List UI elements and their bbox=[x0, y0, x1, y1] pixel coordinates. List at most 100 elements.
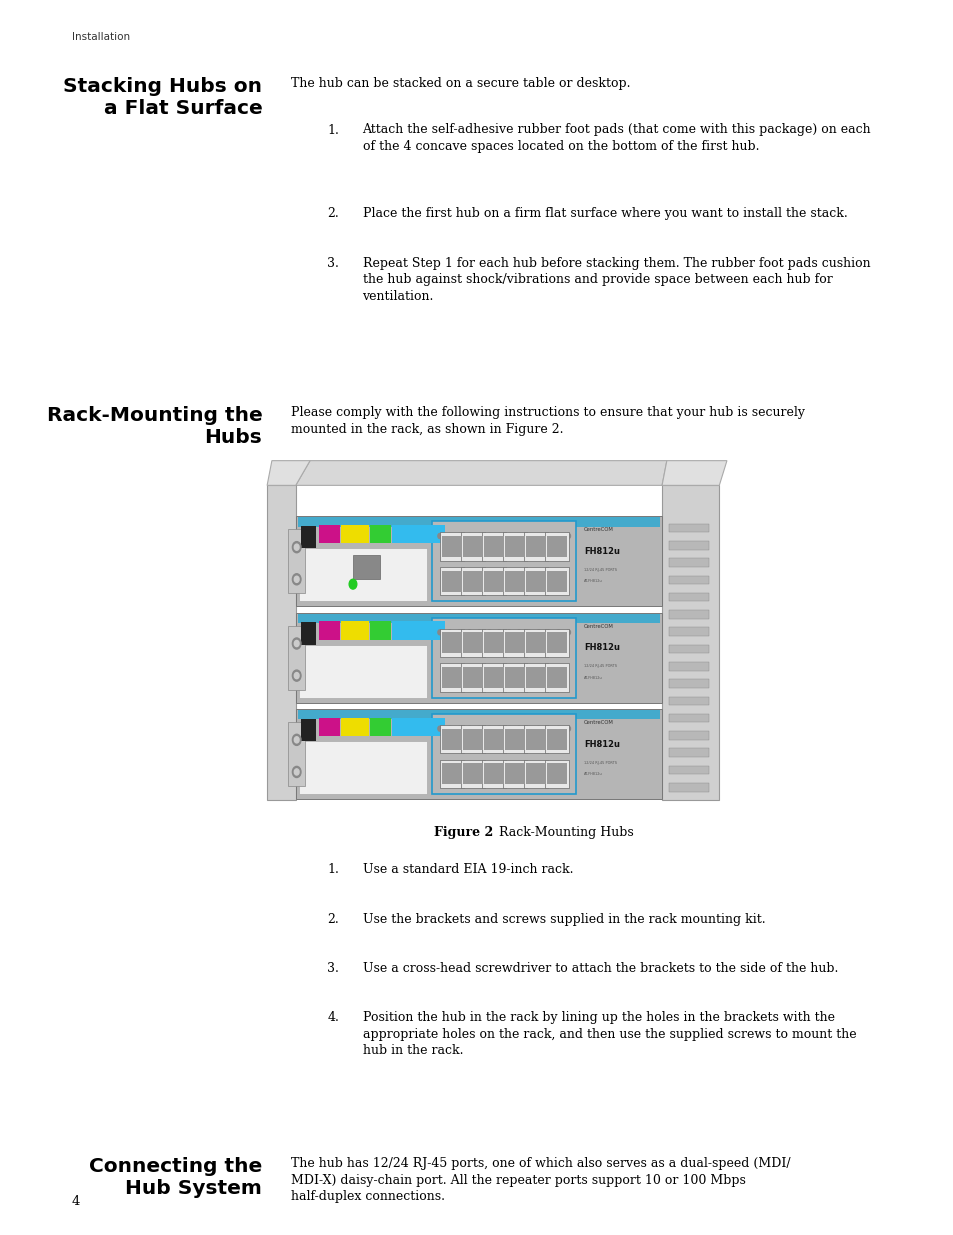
Circle shape bbox=[293, 767, 301, 778]
Bar bbox=[297, 710, 659, 719]
Bar bbox=[353, 555, 379, 579]
Text: Use a standard EIA 19-inch rack.: Use a standard EIA 19-inch rack. bbox=[362, 863, 573, 877]
Circle shape bbox=[467, 630, 471, 635]
Bar bbox=[483, 536, 503, 557]
Bar bbox=[481, 760, 505, 788]
Circle shape bbox=[447, 630, 451, 635]
Text: Use a cross-head screwdriver to attach the brackets to the side of the hub.: Use a cross-head screwdriver to attach t… bbox=[362, 962, 837, 976]
Text: Rack-Mounting Hubs: Rack-Mounting Hubs bbox=[495, 826, 633, 840]
Circle shape bbox=[294, 769, 299, 776]
Text: AT-FH812u: AT-FH812u bbox=[583, 772, 602, 776]
Bar bbox=[462, 729, 482, 750]
Circle shape bbox=[437, 726, 441, 731]
Bar bbox=[481, 567, 505, 595]
Bar bbox=[504, 667, 524, 688]
Bar bbox=[441, 571, 461, 592]
Bar bbox=[502, 663, 526, 692]
Bar bbox=[483, 667, 503, 688]
Text: FH812u: FH812u bbox=[583, 740, 619, 748]
Bar bbox=[523, 663, 547, 692]
Circle shape bbox=[293, 574, 301, 585]
Circle shape bbox=[517, 726, 520, 731]
Circle shape bbox=[566, 726, 570, 731]
Bar bbox=[502, 567, 526, 595]
Bar bbox=[668, 541, 708, 550]
Bar bbox=[523, 725, 547, 753]
Bar bbox=[525, 536, 545, 557]
Bar bbox=[288, 721, 305, 787]
Circle shape bbox=[437, 534, 441, 538]
Circle shape bbox=[294, 577, 299, 583]
Circle shape bbox=[497, 630, 500, 635]
Bar bbox=[504, 763, 524, 784]
Bar bbox=[297, 517, 659, 526]
Bar bbox=[432, 521, 576, 601]
Bar bbox=[340, 718, 369, 736]
Bar bbox=[300, 719, 315, 741]
Text: FH812u: FH812u bbox=[583, 643, 619, 652]
Bar bbox=[546, 729, 566, 750]
Bar bbox=[546, 632, 566, 653]
Circle shape bbox=[437, 630, 441, 635]
Bar bbox=[481, 663, 505, 692]
Text: CentreCOM: CentreCOM bbox=[583, 624, 613, 629]
Bar bbox=[441, 729, 461, 750]
Bar bbox=[288, 625, 305, 689]
Bar bbox=[668, 593, 708, 601]
Text: Attach the self-adhesive rubber foot pads (that come with this package) on each
: Attach the self-adhesive rubber foot pad… bbox=[362, 124, 870, 153]
Bar bbox=[483, 729, 503, 750]
Bar bbox=[668, 645, 708, 653]
Circle shape bbox=[457, 630, 461, 635]
Text: Repeat Step 1 for each hub before stacking them. The rubber foot pads cushion
th: Repeat Step 1 for each hub before stacki… bbox=[362, 257, 869, 303]
Bar bbox=[523, 760, 547, 788]
Circle shape bbox=[467, 534, 471, 538]
Bar bbox=[439, 567, 463, 595]
Bar bbox=[525, 571, 545, 592]
Bar bbox=[668, 610, 708, 619]
Bar bbox=[668, 783, 708, 792]
Bar bbox=[460, 567, 484, 595]
Circle shape bbox=[526, 630, 530, 635]
Bar bbox=[504, 632, 524, 653]
Circle shape bbox=[447, 726, 451, 731]
Text: The hub has 12/24 RJ-45 ports, one of which also serves as a dual-speed (MDI/
MD: The hub has 12/24 RJ-45 ports, one of wh… bbox=[291, 1157, 790, 1203]
Bar bbox=[504, 536, 524, 557]
Polygon shape bbox=[267, 461, 310, 485]
Bar bbox=[546, 571, 566, 592]
Text: 4.: 4. bbox=[327, 1011, 338, 1025]
Text: Please comply with the following instructions to ensure that your hub is securel: Please comply with the following instruc… bbox=[291, 406, 804, 436]
Text: 2.: 2. bbox=[327, 207, 338, 221]
Bar bbox=[370, 718, 391, 736]
Circle shape bbox=[467, 726, 471, 731]
Text: 12/24 RJ-45 PORTS: 12/24 RJ-45 PORTS bbox=[583, 568, 617, 572]
Circle shape bbox=[517, 534, 520, 538]
Bar bbox=[483, 763, 503, 784]
Bar bbox=[525, 729, 545, 750]
Circle shape bbox=[507, 726, 511, 731]
Bar bbox=[668, 748, 708, 757]
Circle shape bbox=[293, 735, 301, 746]
Bar bbox=[392, 718, 444, 736]
Bar bbox=[439, 760, 463, 788]
Circle shape bbox=[293, 638, 301, 650]
Text: Connecting the
Hub System: Connecting the Hub System bbox=[89, 1157, 262, 1198]
Bar bbox=[295, 516, 661, 606]
Bar bbox=[546, 536, 566, 557]
Bar bbox=[668, 714, 708, 722]
Text: Position the hub in the rack by lining up the holes in the brackets with the
app: Position the hub in the rack by lining u… bbox=[362, 1011, 855, 1057]
Circle shape bbox=[537, 726, 540, 731]
Circle shape bbox=[293, 542, 301, 553]
Text: Installation: Installation bbox=[71, 32, 130, 42]
Bar bbox=[544, 663, 568, 692]
Circle shape bbox=[293, 671, 301, 682]
Circle shape bbox=[294, 545, 299, 551]
Bar bbox=[502, 532, 526, 561]
Bar bbox=[661, 485, 719, 800]
Circle shape bbox=[537, 534, 540, 538]
Bar bbox=[668, 662, 708, 671]
Circle shape bbox=[546, 534, 550, 538]
Bar bbox=[544, 760, 568, 788]
Circle shape bbox=[557, 534, 560, 538]
Text: 12/24 RJ-45 PORTS: 12/24 RJ-45 PORTS bbox=[583, 761, 617, 764]
Bar bbox=[295, 613, 661, 703]
